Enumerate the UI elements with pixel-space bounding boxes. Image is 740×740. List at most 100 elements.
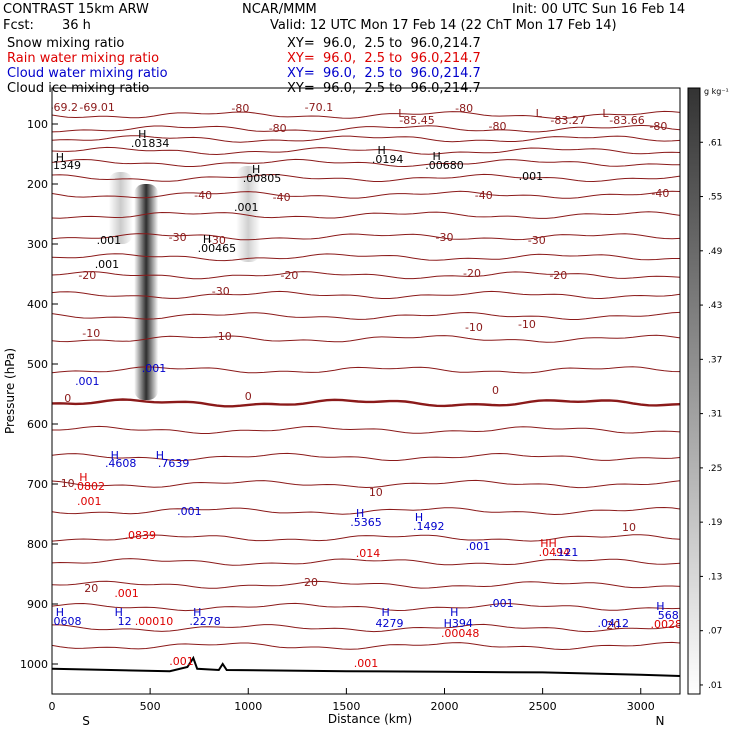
contour-labels: -69.2 -69.01 -80 -70.1 -80 -85.45 -80 -83.27 -83… [52, 101, 680, 670]
isotherm-745 [52, 506, 680, 516]
isotherm-190 [52, 173, 680, 183]
y-tick-label: 500 [27, 358, 48, 371]
colorbar-ramp [687, 87, 701, 695]
field-xy-rain: XY= 96.0, 2.5 to 96.0,214.7 [287, 51, 481, 66]
x-tick-label: 2500 [529, 700, 557, 713]
field-name-snow: Snow mixing ratio [7, 36, 125, 51]
contour-label: .2278 [189, 615, 221, 628]
isotherm-970 [52, 641, 680, 651]
contour-label: .001 [169, 655, 194, 668]
colorbar-tick-label: .55 [708, 193, 722, 203]
field-xy-snow: XY= 96.0, 2.5 to 96.0,214.7 [287, 36, 481, 51]
field-name-cloud-water: Cloud water mixing ratio [7, 66, 168, 81]
contour-label: .001 [114, 587, 139, 600]
contour-label: H394 [444, 617, 473, 630]
contour-label: -40 [273, 191, 291, 204]
isotherm-322 [52, 253, 680, 262]
contour-label: -20 [463, 267, 481, 280]
contour-label: -40 [651, 187, 669, 200]
field-xy-cloud-water: XY= 96.0, 2.5 to 96.0,214.7 [287, 66, 481, 81]
isotherm-905 [52, 602, 680, 612]
contour-label: -20 [280, 269, 298, 282]
isotherm-165 [52, 158, 680, 168]
isotherm-510 [52, 366, 680, 374]
contour-label: H [111, 449, 119, 462]
contour-label: -83.27 [550, 114, 585, 127]
contour-label: .001 [354, 657, 379, 670]
y-tick-label: 1000 [20, 658, 48, 671]
contour-label: 20 [304, 576, 318, 589]
contour-label: -30 [528, 234, 546, 247]
contour-label: 20 [84, 582, 98, 595]
contour-label: H [356, 507, 364, 520]
snow-plume-1 [134, 184, 159, 400]
colorbar-tick-label: .01 [708, 681, 722, 691]
isotherm-145 [52, 146, 680, 156]
isotherm-565 [52, 398, 680, 408]
isotherm-868 [52, 580, 680, 589]
contour-label: H [450, 606, 458, 619]
contour-label: H [138, 128, 146, 141]
x-tick-label: 3000 [627, 700, 655, 713]
colorbar-unit: g kg⁻¹ [704, 87, 729, 96]
axes: 0 500 1000 1500 2000 2500 30001002003004005006… [20, 118, 655, 713]
y-tick-label: 100 [27, 118, 48, 131]
contour-label: H [252, 163, 260, 176]
contour-label: 10 [622, 521, 636, 534]
isotherm-458 [52, 334, 680, 343]
snow-shading-layer [108, 166, 261, 400]
isotherm-940 [52, 623, 680, 633]
forecast-hours: 36 h [62, 18, 91, 33]
contour-label: .0194 [372, 153, 404, 166]
y-tick-label: 200 [27, 178, 48, 191]
contour-label: -10 [465, 321, 483, 334]
contour-label: -10 [518, 318, 536, 331]
y-axis-label: Pressure (hPa) [3, 348, 17, 434]
isotherm-288 [52, 233, 680, 241]
x-tick-label: 1500 [332, 700, 360, 713]
valid-time: Valid: 12 UTC Mon 17 Feb 14 (22 ChT Mon … [270, 18, 617, 33]
x-tick-label: 500 [140, 700, 161, 713]
contour-label: .7639 [158, 457, 190, 470]
contour-label: -10 [214, 330, 232, 343]
isotherm-252 [52, 211, 680, 219]
isotherm-700 [52, 479, 680, 489]
contour-label: -69.01 [79, 101, 114, 114]
y-tick-label: 700 [27, 478, 48, 491]
init-time: Init: 00 UTC Sun 16 Feb 14 [512, 2, 686, 17]
contour-label: .0802 [74, 480, 106, 493]
contour-label: 0 [245, 390, 252, 403]
contour-label: L [536, 107, 543, 120]
y-tick-label: 900 [27, 598, 48, 611]
contour-label: .0839 [125, 529, 157, 542]
isotherm-352 [52, 271, 680, 280]
terrain-line [52, 655, 680, 677]
contour-label: .001 [519, 170, 544, 183]
x-tick-label: 0 [49, 700, 56, 713]
contour-label: .1492 [413, 520, 445, 533]
colorbar-tick-label: .07 [708, 627, 722, 637]
contour-label: .5365 [350, 516, 382, 529]
terrain-path [52, 655, 680, 677]
isotherm-830 [52, 558, 680, 566]
contour-label: .001 [77, 495, 102, 508]
snow-plume-2 [236, 166, 261, 262]
contour-label: 4279 [376, 617, 404, 630]
colorbar: .01 .07 .13 .19 .25 .31 .37 .43 .49 .55 .61 [687, 87, 723, 695]
x-axis-label: Distance (km) [328, 712, 412, 726]
contour-label: L [398, 107, 405, 120]
contour-label: 568 [658, 609, 679, 622]
contour-label: H [193, 606, 201, 619]
contour-label: -80 [489, 120, 507, 133]
contour-label: H [378, 144, 386, 157]
model-title: CONTRAST 15km ARW [3, 2, 149, 17]
contour-label: .00805 [243, 172, 282, 185]
snow-plume-0 [108, 172, 133, 244]
contour-label: .001 [466, 540, 491, 553]
contour-label: H [79, 471, 87, 484]
south-label: S [82, 714, 90, 728]
contour-label: -40 [194, 189, 212, 202]
contour-label: -40 [475, 189, 493, 202]
contour-label: -30 [436, 231, 454, 244]
